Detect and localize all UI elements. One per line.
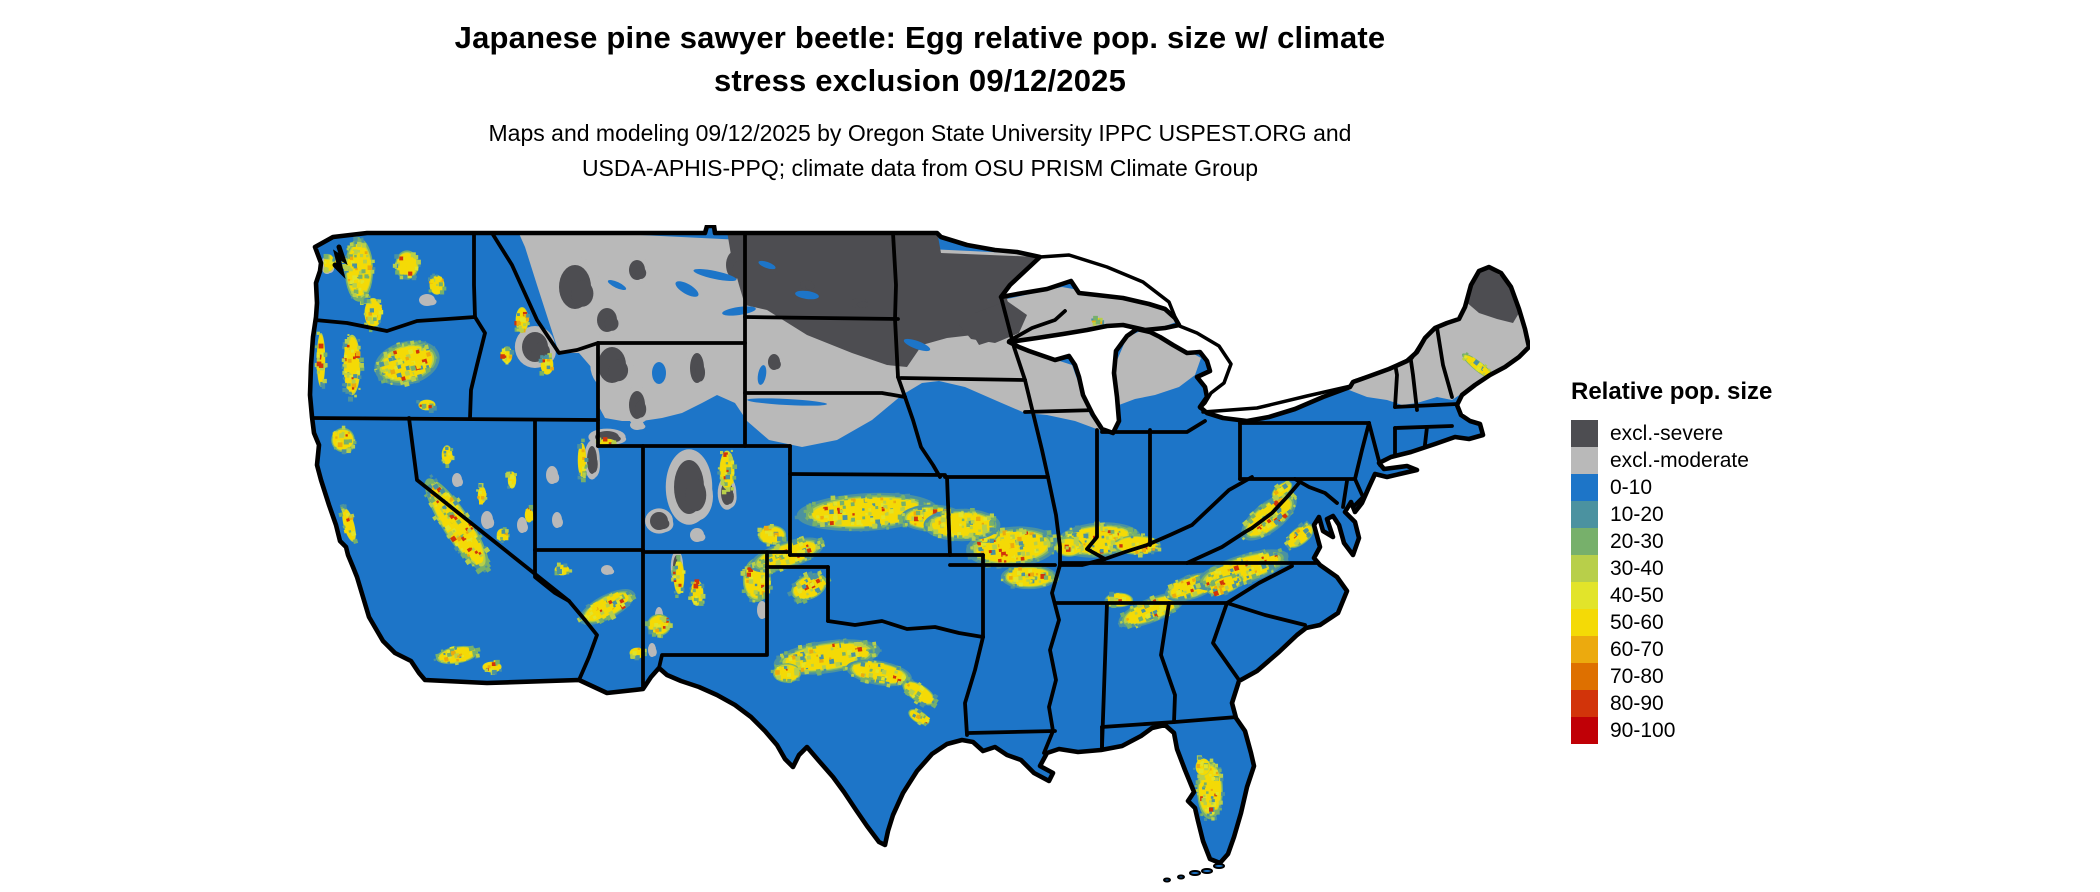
legend-item: 90-100 [1571, 717, 1772, 744]
legend-swatch-80-90 [1571, 690, 1598, 717]
legend-label: 70-80 [1610, 664, 1664, 688]
florida-keys-island [1177, 874, 1185, 880]
legend-swatch-70-80 [1571, 663, 1598, 690]
legend-item: 80-90 [1571, 690, 1772, 717]
legend-swatch-excl.-moderate [1571, 447, 1598, 474]
florida-keys-island [1213, 863, 1225, 869]
legend-swatch-excl.-severe [1571, 420, 1598, 447]
subtitle-line-2: USDA-APHIS-PPQ; climate data from OSU PR… [581, 155, 1259, 181]
legend-item: 70-80 [1571, 663, 1772, 690]
us-map-svg [307, 223, 1532, 883]
florida-keys-island [1189, 870, 1201, 876]
puget-sound [332, 244, 348, 280]
legend-label: 40-50 [1610, 583, 1664, 607]
legend-swatch-30-40 [1571, 555, 1598, 582]
legend-item: 10-20 [1571, 501, 1772, 528]
legend-label: 10-20 [1610, 502, 1664, 526]
legend-label: 20-30 [1610, 529, 1664, 553]
legend-item: excl.-moderate [1571, 447, 1772, 474]
legend-label: excl.-severe [1610, 421, 1724, 445]
page-subtitle: Maps and modeling 09/12/2025 by Oregon S… [0, 116, 1840, 186]
legend-item: 0-10 [1571, 474, 1772, 501]
legend-swatch-0-10 [1571, 474, 1598, 501]
legend-item: 40-50 [1571, 582, 1772, 609]
legend-label: 60-70 [1610, 637, 1664, 661]
legend-label: excl.-moderate [1610, 448, 1749, 472]
legend-label: 30-40 [1610, 556, 1664, 580]
title-line-2: stress exclusion 09/12/2025 [713, 63, 1127, 98]
legend-swatch-40-50 [1571, 582, 1598, 609]
legend-item: 50-60 [1571, 609, 1772, 636]
legend-swatch-60-70 [1571, 636, 1598, 663]
legend-swatch-10-20 [1571, 501, 1598, 528]
legend-label: 90-100 [1610, 718, 1676, 742]
map-legend: Relative pop. size excl.-severe excl.-mod… [1571, 378, 1772, 744]
legend-swatch-20-30 [1571, 528, 1598, 555]
legend-label: 80-90 [1610, 691, 1664, 715]
legend-item: excl.-severe [1571, 420, 1772, 447]
legend-label: 0-10 [1610, 475, 1653, 499]
legend-items: excl.-severe excl.-moderate 0-10 10-20 20-30… [1571, 420, 1772, 744]
us-risk-map [307, 223, 1532, 885]
legend-label: 50-60 [1610, 610, 1664, 634]
florida-keys-island [1201, 868, 1213, 874]
legend-item: 30-40 [1571, 555, 1772, 582]
page-title: Japanese pine sawyer beetle: Egg relativ… [0, 16, 1840, 102]
legend-swatch-90-100 [1571, 717, 1598, 744]
florida-keys-island [1163, 877, 1171, 883]
legend-title: Relative pop. size [1571, 378, 1773, 405]
subtitle-line-1: Maps and modeling 09/12/2025 by Oregon S… [488, 120, 1352, 146]
legend-item: 60-70 [1571, 636, 1772, 663]
legend-swatch-50-60 [1571, 609, 1598, 636]
legend-item: 20-30 [1571, 528, 1772, 555]
title-line-1: Japanese pine sawyer beetle: Egg relativ… [454, 20, 1386, 55]
conus-outline [307, 223, 1532, 866]
state-borders [310, 231, 1459, 755]
